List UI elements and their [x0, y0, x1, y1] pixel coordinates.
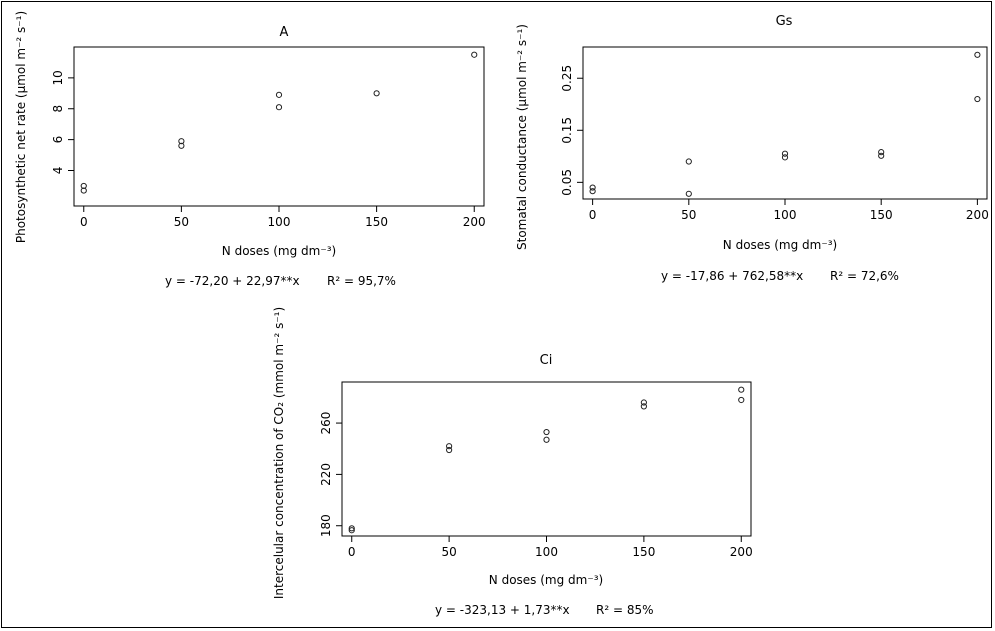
y-tick-label: 4	[51, 167, 65, 175]
y-tick-label: 6	[51, 136, 65, 144]
data-point	[178, 138, 185, 145]
panel-gs-points	[589, 51, 981, 197]
panel-ci-plot-area	[341, 381, 752, 537]
panel-a-y-axis: 4 6 8 10	[51, 70, 74, 174]
y-tick-label: 220	[319, 463, 333, 486]
panel-ci-points	[348, 386, 745, 534]
panel-a-x-axis: 0 50 100 150 200	[80, 206, 486, 229]
panel-a: A 0 50 100 150 200 4 6 8 10 N doses (mg dm⁻³) P…	[14, 11, 486, 288]
data-point	[178, 142, 185, 149]
data-point	[80, 182, 87, 190]
panel-ci: Ci 0 50 100 150 200 180 220 260 N doses (mg dm…	[272, 307, 753, 617]
data-point	[974, 51, 981, 58]
y-tick-label: 0.25	[560, 65, 574, 92]
data-point	[446, 446, 453, 454]
panel-gs: Gs 0 50 100 150 200 0.05 0.15 0.25 N doses (mg…	[515, 14, 989, 283]
y-tick-label: 180	[319, 514, 333, 537]
x-tick-label: 50	[174, 215, 189, 229]
x-tick-label: 150	[870, 208, 893, 222]
data-point	[348, 527, 355, 534]
data-point	[589, 184, 596, 191]
panel-ci-y-label: Intercelular concentration of CO₂ (mmol …	[272, 307, 286, 599]
panel-ci-title: Ci	[540, 353, 553, 368]
x-tick-label: 150	[632, 545, 655, 559]
panel-gs-r2: R² = 72,6%	[830, 269, 899, 283]
panel-gs-x-axis: 0 50 100 150 200	[589, 199, 989, 222]
panel-ci-r2: R² = 85%	[596, 603, 654, 617]
data-point	[781, 154, 789, 161]
panel-a-title: A	[280, 25, 289, 40]
x-tick-label: 50	[681, 208, 696, 222]
panel-gs-plot-area	[582, 46, 988, 200]
panel-ci-x-label: N doses (mg dm⁻³)	[489, 573, 603, 587]
x-tick-label: 200	[730, 545, 753, 559]
panel-ci-x-axis: 0 50 100 150 200	[348, 536, 753, 559]
data-point	[685, 158, 692, 165]
x-tick-label: 150	[365, 215, 388, 229]
data-point	[275, 91, 283, 98]
y-tick-label: 8	[51, 105, 65, 113]
y-tick-label: 0.15	[560, 117, 574, 144]
panel-a-plot-area	[73, 46, 485, 207]
panel-gs-y-label: Stomatal conductance (μmol m⁻² s⁻¹)	[515, 24, 529, 250]
data-point	[348, 525, 355, 532]
panel-gs-y-axis: 0.05 0.15 0.25	[560, 65, 583, 196]
x-tick-label: 0	[348, 545, 356, 559]
x-tick-label: 200	[966, 208, 989, 222]
data-point	[974, 95, 981, 103]
data-point	[80, 187, 87, 194]
data-point	[446, 443, 453, 450]
x-tick-label: 200	[463, 215, 486, 229]
data-point	[275, 104, 283, 111]
panel-ci-equation: y = -323,13 + 1,73**x	[435, 603, 570, 617]
panel-gs-title: Gs	[776, 14, 793, 29]
data-point	[640, 403, 647, 410]
x-tick-label: 100	[774, 208, 797, 222]
panel-a-equation: y = -72,20 + 22,97**x	[165, 274, 300, 288]
data-point	[543, 428, 550, 436]
data-point	[781, 150, 789, 157]
y-tick-label: 10	[51, 70, 65, 85]
x-tick-label: 100	[268, 215, 291, 229]
data-point	[373, 90, 380, 97]
panel-gs-equation: y = -17,86 + 762,58**x	[661, 269, 803, 283]
data-point	[640, 399, 647, 406]
data-point	[878, 149, 885, 156]
panel-ci-y-axis: 180 220 260	[319, 412, 342, 537]
data-point	[543, 436, 550, 443]
panel-gs-x-label: N doses (mg dm⁻³)	[723, 238, 837, 252]
data-point	[589, 188, 596, 195]
data-point	[471, 51, 478, 58]
data-point	[738, 386, 745, 393]
y-tick-label: 0.05	[560, 169, 574, 196]
x-tick-label: 100	[535, 545, 558, 559]
x-tick-label: 0	[589, 208, 597, 222]
panel-a-r2: R² = 95,7%	[327, 274, 396, 288]
panel-a-y-label: Photosynthetic net rate (μmol m⁻² s⁻¹)	[14, 11, 28, 243]
panel-a-points	[80, 51, 478, 194]
x-tick-label: 0	[80, 215, 88, 229]
y-tick-label: 260	[319, 412, 333, 435]
data-point	[878, 152, 885, 159]
data-point	[738, 396, 745, 404]
panel-a-x-label: N doses (mg dm⁻³)	[222, 244, 336, 258]
x-tick-label: 50	[441, 545, 456, 559]
data-point	[685, 190, 692, 197]
